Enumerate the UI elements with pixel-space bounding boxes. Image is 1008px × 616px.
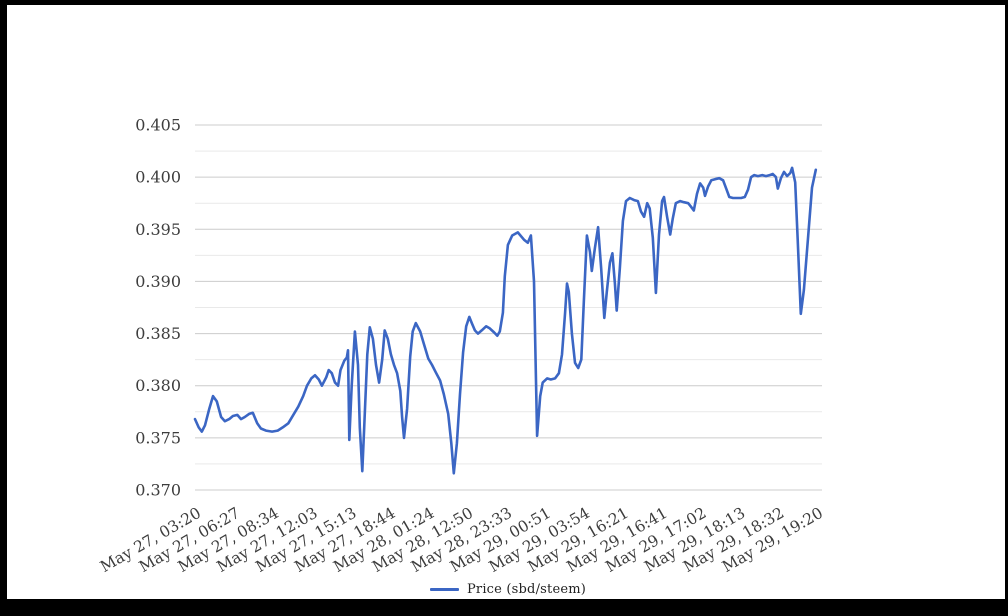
y-axis-labels: 0.405 0.400 0.395 0.390 0.385 0.380 0.375 0.370 <box>135 116 181 500</box>
major-gridlines <box>195 124 822 491</box>
legend-line-swatch <box>429 587 459 591</box>
frame-border-bottom <box>0 599 1008 616</box>
y-tick-label: 0.385 <box>135 324 181 343</box>
y-tick-label: 0.370 <box>135 481 181 500</box>
y-tick-label: 0.375 <box>135 428 181 447</box>
frame-border-right <box>1005 0 1008 616</box>
frame-border-top <box>0 0 1008 5</box>
minor-gridlines <box>195 150 822 465</box>
y-tick-label: 0.390 <box>135 272 181 291</box>
y-tick-label: 0.405 <box>135 116 181 135</box>
legend: Price (sbd/steem) <box>0 580 1008 598</box>
legend-label: Price (sbd/steem) <box>466 581 587 597</box>
y-tick-label: 0.380 <box>135 376 181 395</box>
frame-border-left <box>0 0 7 616</box>
y-tick-label: 0.400 <box>135 168 181 187</box>
y-tick-label: 0.395 <box>135 220 181 239</box>
price-series-line[interactable] <box>193 166 818 475</box>
